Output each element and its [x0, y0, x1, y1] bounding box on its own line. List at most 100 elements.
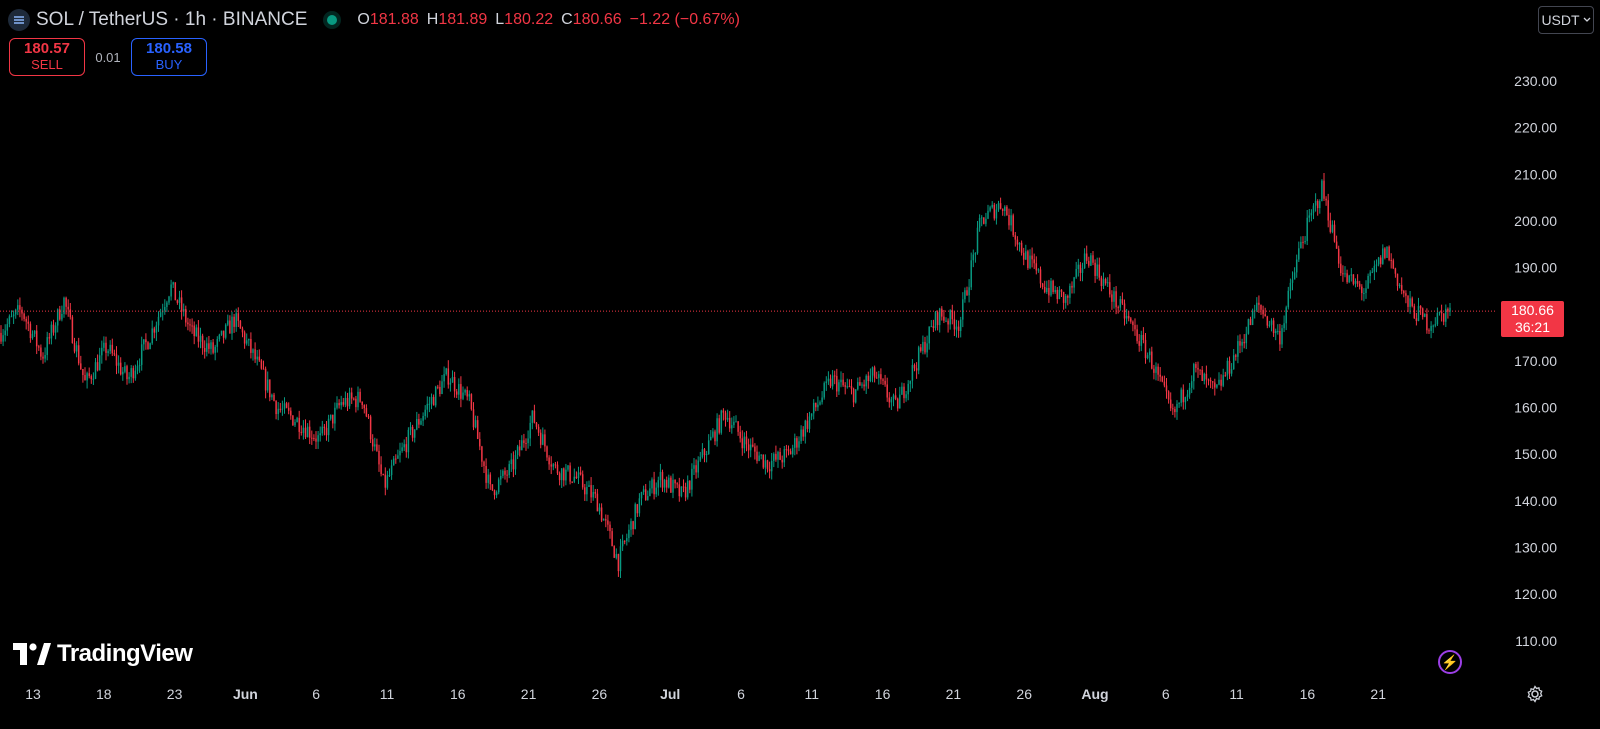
- candle-body: [680, 486, 683, 497]
- candle-body: [720, 410, 723, 433]
- candle-body: [1113, 291, 1115, 302]
- candle-body: [1295, 259, 1298, 273]
- candle-body: [191, 325, 193, 327]
- candle-body: [546, 446, 548, 458]
- candle-body: [458, 384, 460, 395]
- gear-icon[interactable]: [1525, 684, 1545, 704]
- candle-body: [1386, 246, 1388, 258]
- candle-body: [745, 436, 748, 445]
- chart-symbol-icon[interactable]: [8, 9, 30, 31]
- candle-body: [922, 341, 924, 351]
- candle-body: [1264, 314, 1266, 317]
- candle-body: [1136, 329, 1138, 342]
- candle-body: [439, 386, 441, 395]
- candle-body: [842, 379, 844, 386]
- candle-body: [31, 333, 34, 339]
- candle-body: [6, 324, 9, 331]
- spread-value: 0.01: [95, 49, 121, 65]
- candle-body: [157, 316, 160, 326]
- candle-body: [1094, 262, 1096, 276]
- candle-body: [1325, 198, 1327, 201]
- candle-body: [1394, 268, 1397, 274]
- candle-body: [823, 383, 825, 398]
- candle-body: [695, 465, 697, 473]
- candle-body: [147, 342, 149, 350]
- candle-body: [1167, 391, 1170, 400]
- candle-body: [212, 342, 214, 353]
- candle-body: [8, 316, 11, 325]
- candle-body: [1079, 264, 1082, 273]
- candle-body: [159, 312, 162, 317]
- candle-body: [88, 373, 90, 377]
- candle-body: [241, 328, 244, 333]
- candle-body: [1245, 333, 1248, 344]
- currency-selector[interactable]: USDT: [1538, 6, 1594, 34]
- candle-body: [1071, 285, 1073, 288]
- candle-body: [642, 489, 645, 493]
- candle-body: [581, 474, 584, 488]
- candle-body: [710, 436, 712, 441]
- candle-body: [1109, 282, 1111, 295]
- candle-body: [770, 460, 773, 472]
- candle-body: [38, 346, 40, 348]
- sell-button[interactable]: 180.57 SELL: [9, 38, 85, 76]
- candle-body: [23, 313, 25, 319]
- candle-body: [1289, 282, 1292, 291]
- candle-body: [54, 325, 57, 333]
- candle-body: [497, 479, 500, 493]
- candle-body: [44, 355, 46, 359]
- candle-body: [1321, 180, 1323, 202]
- candle-body: [968, 287, 970, 296]
- time-axis[interactable]: 13 18 23 Jun 6 11 16 21 26 Jul 6 11 16 21 26 Aug 6 11 16 21: [25, 686, 1386, 702]
- buy-button[interactable]: 180.58 BUY: [131, 38, 207, 76]
- candle-body: [401, 447, 403, 451]
- lightning-icon[interactable]: ⚡: [1438, 650, 1462, 674]
- candle-body: [98, 355, 101, 371]
- candle-body: [1211, 381, 1214, 383]
- candle-body: [327, 418, 330, 436]
- candle-body: [586, 486, 588, 495]
- candle-body: [621, 540, 624, 547]
- candle-body: [565, 469, 567, 481]
- candle-body: [506, 474, 508, 476]
- candle-body: [980, 217, 983, 219]
- candle-body: [33, 330, 36, 334]
- candle-body: [1262, 309, 1264, 315]
- candle-body: [460, 384, 462, 399]
- candle-body: [187, 322, 189, 325]
- candle-body: [1022, 252, 1025, 260]
- candle-body: [1382, 248, 1384, 264]
- candle-body: [1249, 319, 1252, 326]
- candle-body: [422, 416, 424, 421]
- candle-body: [1256, 302, 1258, 311]
- market-status-dot-icon[interactable]: [327, 15, 338, 25]
- candle-body: [359, 391, 361, 402]
- candle-body: [1098, 264, 1101, 278]
- candle-body: [569, 465, 571, 482]
- candle-body: [476, 420, 479, 439]
- candle-body: [999, 203, 1002, 209]
- candle-body: [172, 282, 174, 285]
- candle-body: [831, 375, 834, 387]
- candle-body: [1447, 308, 1449, 312]
- candle-body: [1176, 403, 1178, 413]
- candle-body: [231, 316, 233, 334]
- candle-body: [852, 388, 855, 403]
- candle-body: [363, 405, 366, 409]
- price-axis[interactable]: 230.00220.00210.00200.00190.00180.00170.…: [1514, 73, 1557, 649]
- candle-body: [132, 368, 135, 379]
- candle-body: [86, 373, 88, 381]
- candle-body: [344, 397, 347, 405]
- candle-body: [955, 326, 958, 330]
- candle-body: [836, 375, 838, 392]
- candle-body: [817, 404, 819, 408]
- candle-body: [178, 297, 181, 303]
- tradingview-logo[interactable]: TradingView: [13, 640, 193, 668]
- candle-body: [1165, 385, 1168, 392]
- candle-body: [584, 487, 586, 495]
- candle-body: [298, 417, 300, 432]
- candle-body: [46, 337, 48, 356]
- candle-body: [336, 403, 338, 408]
- symbol-title[interactable]: SOL / TetherUS · 1h · BINANCE: [36, 9, 308, 30]
